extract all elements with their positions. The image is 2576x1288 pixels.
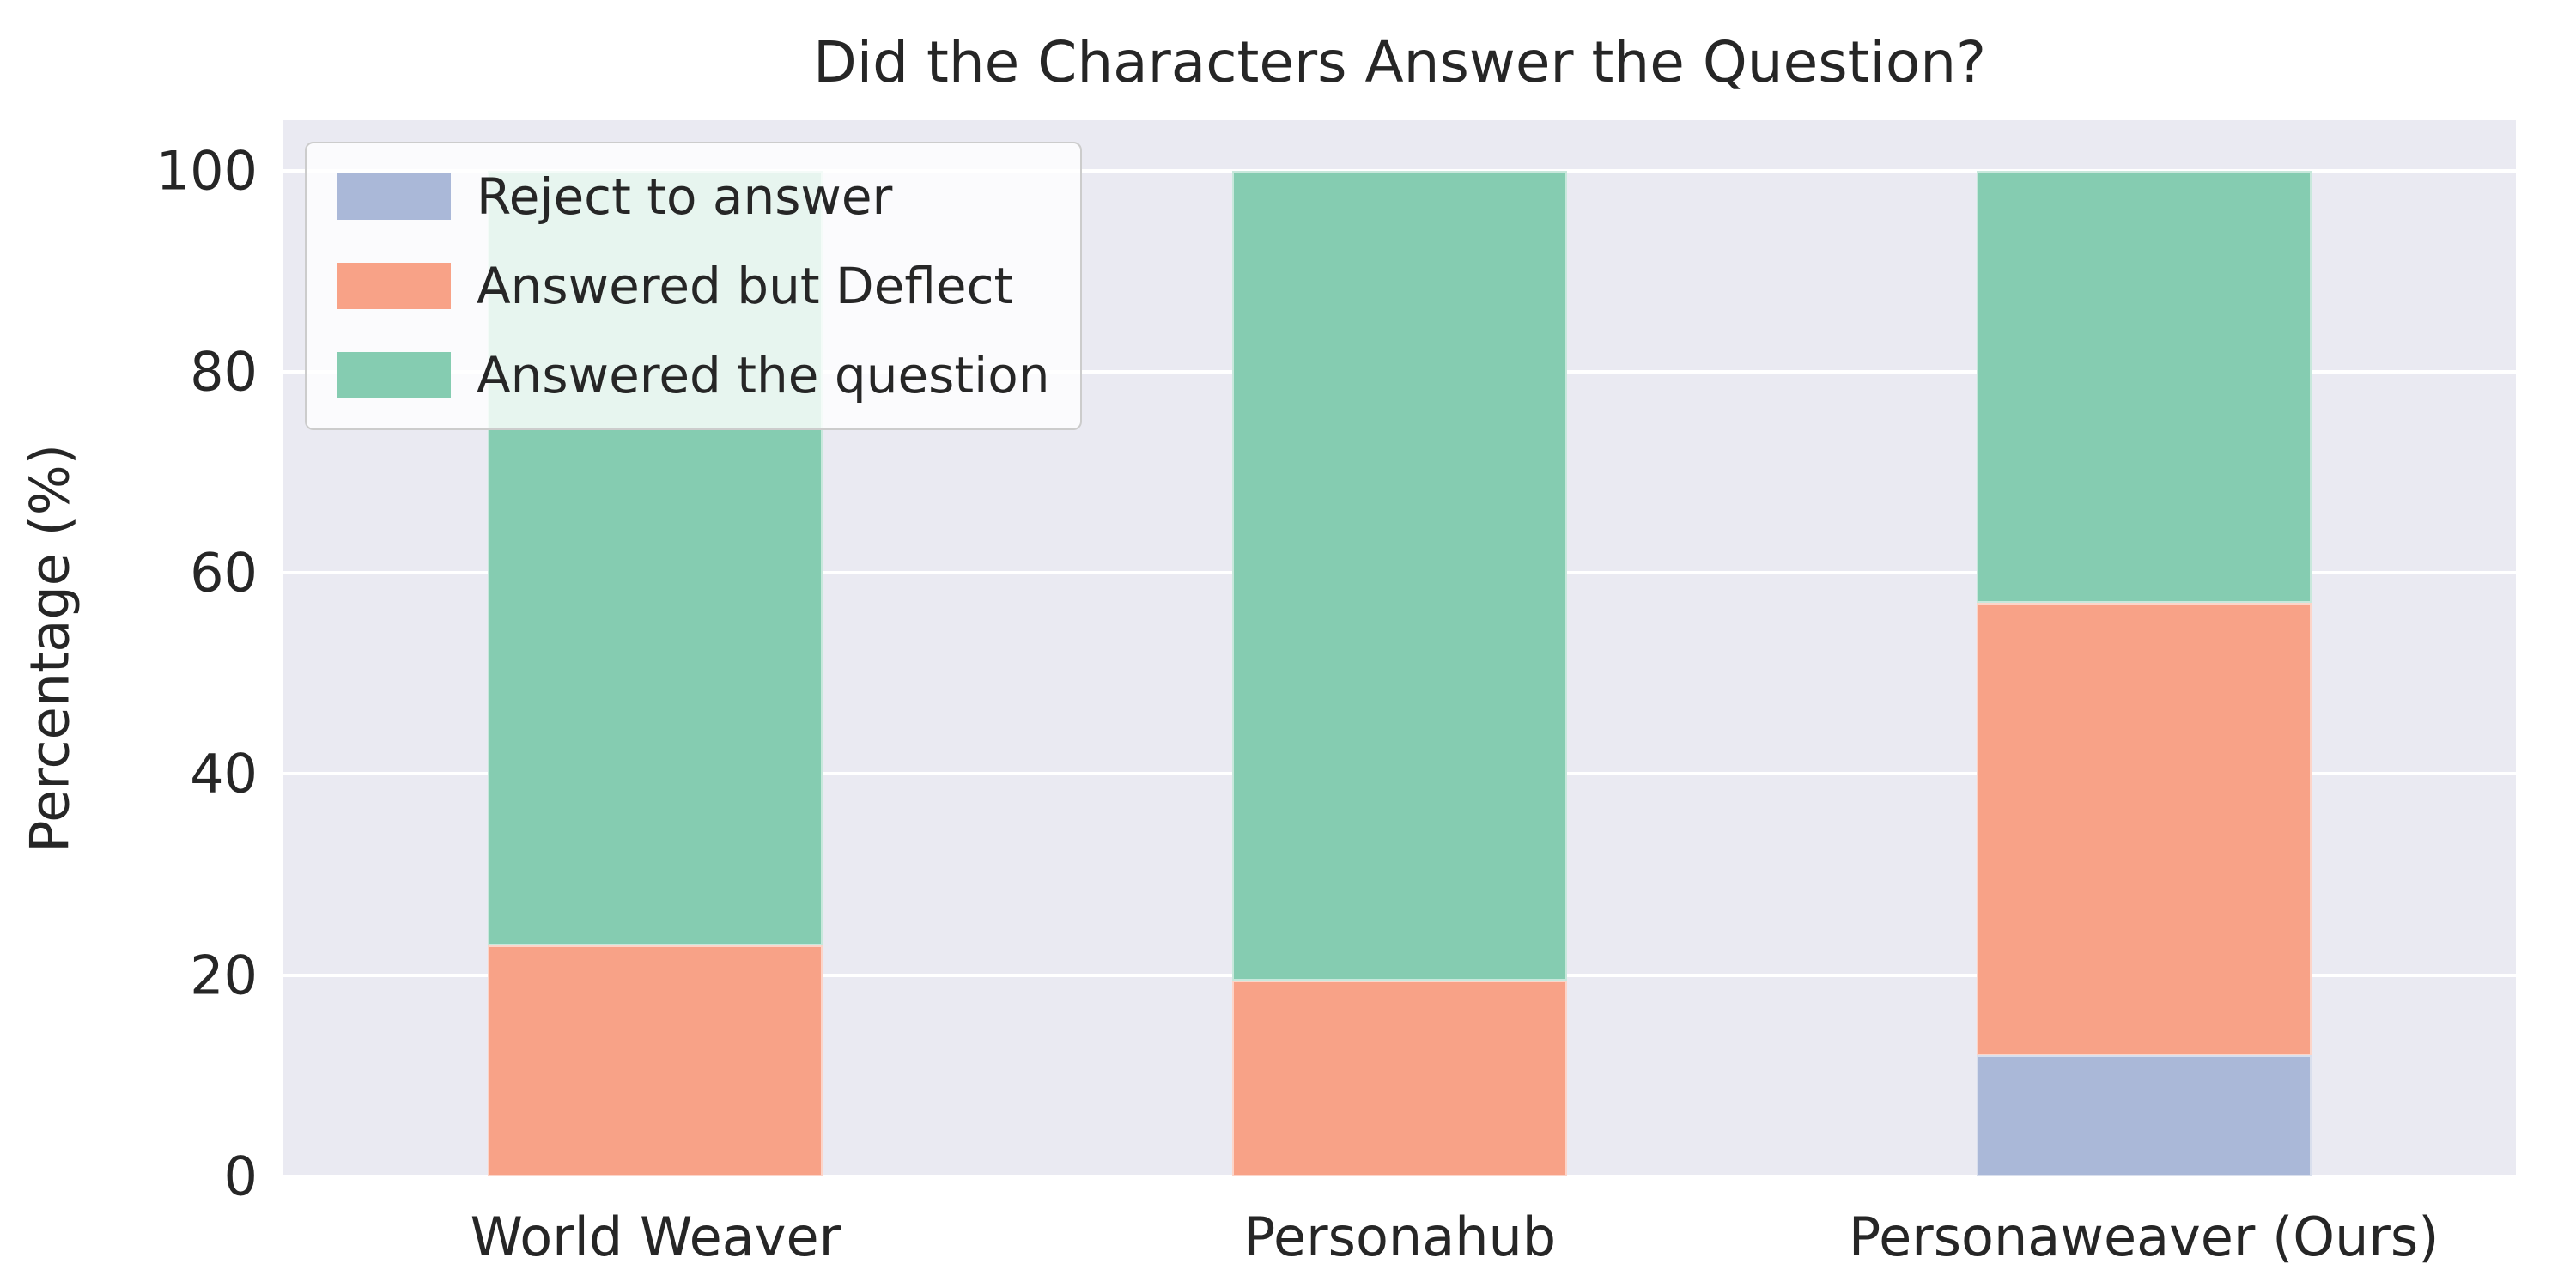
legend-label: Reject to answer xyxy=(477,167,893,226)
x-tick-label: World Weaver xyxy=(470,1206,841,1268)
legend-item: Answered the question xyxy=(337,346,1049,404)
chart-title: Did the Characters Answer the Question? xyxy=(812,29,1987,95)
bar-segment xyxy=(1232,170,1567,981)
legend-swatch xyxy=(337,352,451,398)
gridline xyxy=(283,1175,2516,1178)
legend-label: Answered but Deflect xyxy=(477,257,1014,315)
legend-swatch xyxy=(337,173,451,220)
bar-segment xyxy=(1232,980,1567,1176)
legend-swatch xyxy=(337,263,451,309)
legend: Reject to answer Answered but Deflect Answ… xyxy=(305,142,1083,430)
y-tick-label: 20 xyxy=(190,944,258,1007)
y-tick-label: 80 xyxy=(190,340,258,404)
y-tick-label: 60 xyxy=(190,541,258,605)
y-tick-label: 40 xyxy=(190,742,258,805)
bar-segment xyxy=(1976,1055,2312,1176)
legend-item: Reject to answer xyxy=(337,167,1049,226)
y-tick-label: 100 xyxy=(155,139,258,203)
y-tick-label: 0 xyxy=(223,1145,258,1208)
bar-segment xyxy=(1976,603,2312,1056)
plot-area: 0 20 40 60 80 100 World Weaver Personahub Person… xyxy=(156,120,2516,1268)
x-tick-label: Personahub xyxy=(1242,1206,1557,1268)
x-tick-label: Personaweaver (Ours) xyxy=(1848,1206,2439,1268)
legend-item: Answered but Deflect xyxy=(337,257,1049,315)
legend-label: Answered the question xyxy=(477,346,1050,404)
bar-segment xyxy=(488,945,823,1176)
bar-segment xyxy=(1976,170,2312,604)
